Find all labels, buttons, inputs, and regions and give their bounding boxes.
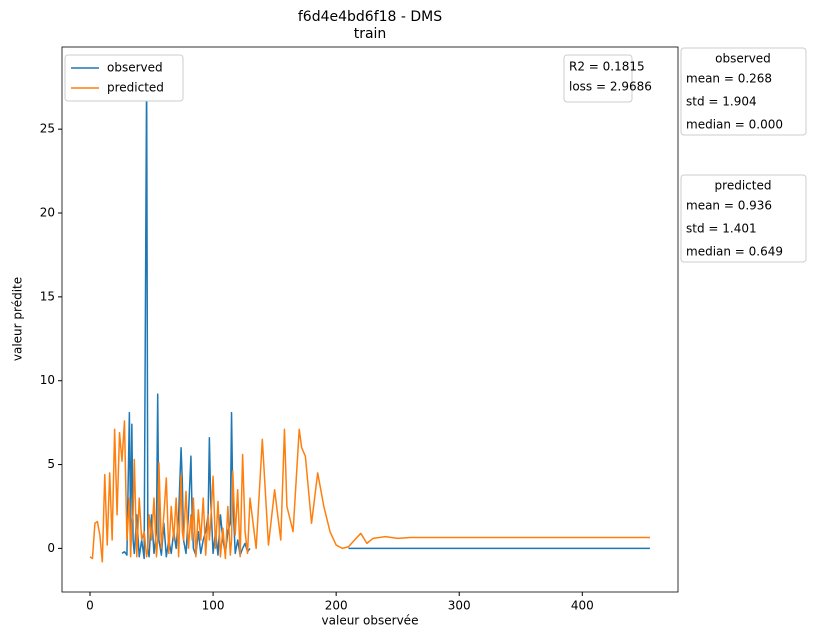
x-tick-label: 0: [86, 599, 94, 613]
y-tick-label: 15: [40, 289, 55, 303]
metrics-box: [563, 54, 633, 103]
y-axis-label: valeur prédite: [11, 277, 25, 361]
x-axis-label: valeur observée: [322, 614, 419, 628]
stats-line: std = 1.904: [686, 95, 757, 109]
legend-box: [64, 54, 184, 102]
stats-line: mean = 0.268: [686, 72, 772, 86]
metric: R2 = 0.1815: [569, 60, 645, 74]
x-tick-label: 200: [325, 599, 348, 613]
stats-line: median = 0.000: [686, 118, 783, 132]
metric: loss = 2.9686: [569, 80, 652, 94]
stats-line: median = 0.649: [686, 245, 783, 259]
y-tick-label: 20: [40, 206, 55, 220]
stats-title: predicted: [715, 179, 772, 193]
y-tick-label: 0: [47, 541, 55, 555]
line-series: [89, 420, 650, 563]
chart-title: f6d4e4bd6f18 - DMS: [298, 9, 442, 25]
y-tick-label: 25: [40, 122, 55, 136]
legend-label: predicted: [107, 81, 164, 95]
plot-frame: [61, 46, 679, 593]
x-tick-label: 300: [448, 599, 471, 613]
line-series: [121, 73, 650, 560]
x-tick-label: 400: [571, 599, 594, 613]
stats-line: std = 1.401: [686, 222, 757, 236]
chart-subtitle: train: [354, 26, 387, 42]
y-tick-label: 5: [47, 457, 55, 471]
x-tick-label: 100: [202, 599, 225, 613]
stats-box: [680, 47, 807, 136]
stats-line: mean = 0.936: [686, 199, 772, 213]
y-tick-label: 10: [40, 373, 55, 387]
legend-label: observed: [107, 61, 163, 75]
stats-box: [680, 174, 807, 263]
stats-title: observed: [715, 52, 771, 66]
